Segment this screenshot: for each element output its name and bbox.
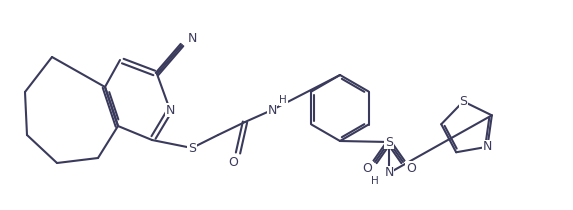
Text: O: O xyxy=(406,161,416,175)
Text: N: N xyxy=(187,32,197,45)
Text: N: N xyxy=(268,104,277,117)
Text: S: S xyxy=(460,95,468,108)
Text: S: S xyxy=(188,142,196,155)
Text: N: N xyxy=(384,167,394,180)
Text: H: H xyxy=(371,176,379,186)
Text: N: N xyxy=(482,140,492,153)
Text: S: S xyxy=(385,135,393,148)
Text: O: O xyxy=(228,155,238,168)
Text: O: O xyxy=(362,161,372,175)
Text: H: H xyxy=(279,95,287,105)
Text: N: N xyxy=(166,104,175,117)
